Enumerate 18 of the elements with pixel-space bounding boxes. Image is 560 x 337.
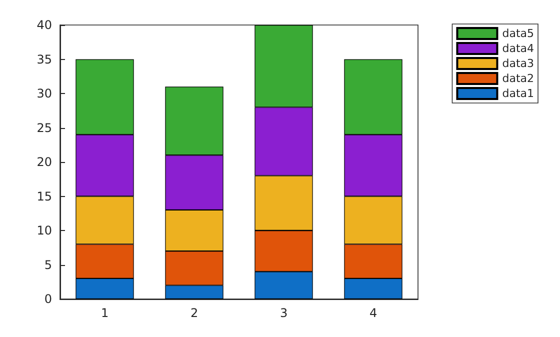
x-tick-label: 1 <box>100 306 109 320</box>
x-tick-label: 3 <box>280 306 288 320</box>
x-tick-label: 2 <box>190 306 198 320</box>
y-tick-label: 5 <box>44 258 52 272</box>
y-tick-label: 30 <box>36 86 52 100</box>
legend-label: data2 <box>502 72 534 85</box>
y-tick-label: 20 <box>36 155 52 169</box>
y-tick-label: 15 <box>36 189 52 204</box>
x-tick-label: 4 <box>369 306 378 320</box>
y-tick-label: 40 <box>36 18 52 32</box>
legend-label: data3 <box>502 57 534 70</box>
y-tick-label: 0 <box>44 292 52 306</box>
legend-label: data4 <box>502 42 534 55</box>
legend-label: data1 <box>502 87 534 100</box>
y-tick-label: 35 <box>36 52 52 66</box>
y-tick-label: 25 <box>36 120 52 135</box>
legend-label: data5 <box>502 27 534 40</box>
y-tick-label: 10 <box>36 224 52 238</box>
